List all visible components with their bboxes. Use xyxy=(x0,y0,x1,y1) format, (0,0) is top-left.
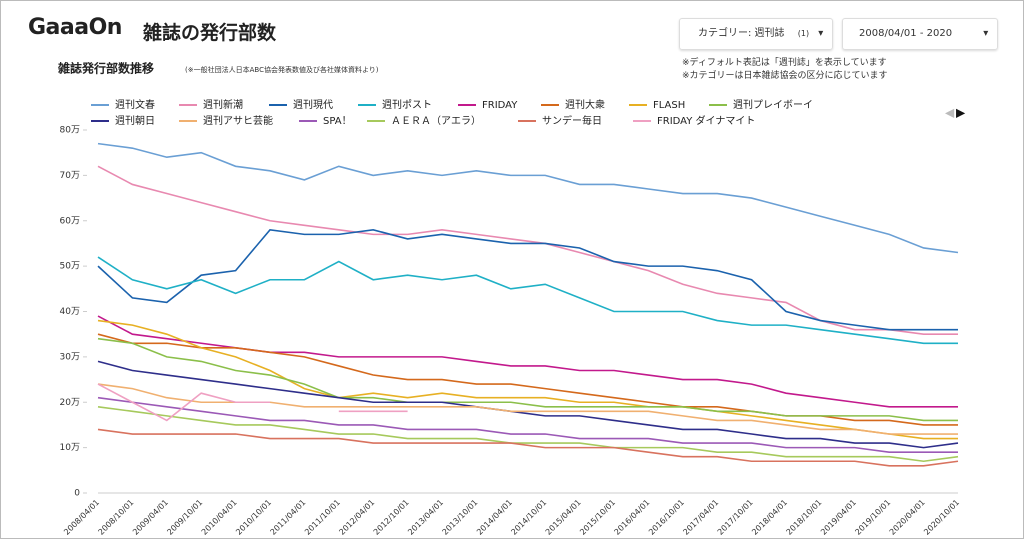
x-tick-label: 2013/10/01 xyxy=(441,498,480,537)
legend-label: 週刊朝日 xyxy=(115,115,155,127)
category-dropdown[interactable]: カテゴリー: 週刊誌 (1) ▾ xyxy=(679,18,833,50)
x-tick-label: 2020/04/01 xyxy=(888,498,927,537)
x-tick-label: 2014/04/01 xyxy=(475,498,514,537)
note: ※カテゴリーは日本雑誌協会の区分に応じています xyxy=(682,71,888,81)
category-label: カテゴリー: 週刊誌 xyxy=(698,28,785,39)
x-tick-label: 2019/04/01 xyxy=(819,498,858,537)
legend-label: サンデー毎日 xyxy=(542,114,602,127)
legend-label: SPA！ xyxy=(323,116,352,127)
date-label: 2008/04/01 - 2020 xyxy=(859,28,953,39)
chart-subtitle: (※一般社団法人日本ABC協会発表数値及び各社媒体資料より) xyxy=(185,65,379,74)
y-tick-label: 10万 xyxy=(60,443,80,453)
logo: GaaaOn xyxy=(28,15,122,40)
note: ※ディフォルト表記は「週刊誌」を表示しています xyxy=(682,58,887,68)
x-tick-label: 2012/10/01 xyxy=(372,498,411,537)
x-tick-label: 2012/04/01 xyxy=(337,498,376,537)
x-tick-label: 2017/10/01 xyxy=(716,498,755,537)
dropdown-arrow: ▾ xyxy=(983,28,989,39)
x-tick-label: 2017/04/01 xyxy=(681,498,720,537)
series-line xyxy=(97,319,958,440)
legend-label: 週刊ポスト xyxy=(382,99,432,111)
date-dropdown[interactable]: 2008/04/01 - 2020 ▾ xyxy=(842,18,998,50)
legend-label: ＡＥＲＡ（アエラ） xyxy=(391,115,481,127)
x-tick-label: 2018/04/01 xyxy=(750,498,789,537)
dropdown-arrow: ▾ xyxy=(818,28,824,39)
x-tick-label: 2016/10/01 xyxy=(647,498,686,537)
x-tick-label: 2009/10/01 xyxy=(165,498,204,537)
x-tick-label: 2011/04/01 xyxy=(269,498,308,537)
series-line xyxy=(97,165,958,335)
series-line xyxy=(97,383,270,422)
x-tick-label: 2015/10/01 xyxy=(578,498,617,537)
legend-label: 週刊新潮 xyxy=(203,98,243,111)
y-tick-label: 40万 xyxy=(60,307,80,317)
y-tick-label: 20万 xyxy=(60,398,80,408)
x-tick-label: 2013/04/01 xyxy=(406,498,445,537)
x-tick-label: 2018/10/01 xyxy=(785,498,824,537)
x-tick-label: 2014/10/01 xyxy=(509,498,548,537)
page-title: 雑誌の発行部数 xyxy=(143,22,277,44)
x-tick-label: 2016/04/01 xyxy=(613,498,652,537)
chart-title: 雑誌発行部数推移 xyxy=(57,61,154,76)
series-line xyxy=(97,396,958,453)
x-tick-label: 2015/04/01 xyxy=(544,498,583,537)
x-tick-label: 2010/04/01 xyxy=(200,498,239,537)
y-tick-label: 70万 xyxy=(60,171,80,181)
legend-label: 週刊アサヒ芸能 xyxy=(203,114,273,127)
series-line xyxy=(97,228,958,331)
series-line xyxy=(97,256,958,345)
x-tick-label: 2008/04/01 xyxy=(62,498,101,537)
y-tick-label: 0 xyxy=(74,489,80,499)
legend-label: 週刊プレイボーイ xyxy=(733,99,813,111)
y-tick-label: 60万 xyxy=(60,216,80,226)
x-tick-label: 2009/04/01 xyxy=(131,498,170,537)
series-line xyxy=(97,360,959,449)
x-tick-label: 2011/10/01 xyxy=(303,498,342,537)
legend-label: 週刊大衆 xyxy=(565,98,605,111)
series-line xyxy=(97,405,959,463)
series-line xyxy=(97,428,959,467)
legend-label: FRIDAY ダイナマイト xyxy=(657,114,755,127)
legend-next[interactable]: ▶ xyxy=(956,106,966,120)
x-tick-label: 2020/10/01 xyxy=(922,498,961,537)
legend-label: FRIDAY xyxy=(482,100,518,111)
y-tick-label: 30万 xyxy=(60,352,80,362)
legend-label: 週刊現代 xyxy=(293,99,333,111)
category-count: (1) xyxy=(797,29,810,38)
x-tick-label: 2010/10/01 xyxy=(234,498,273,537)
y-tick-label: 50万 xyxy=(60,262,80,272)
legend-label: 週刊文春 xyxy=(115,98,155,111)
legend-label: FLASH xyxy=(653,100,685,111)
series-line xyxy=(97,337,958,422)
series-line xyxy=(97,142,959,254)
x-tick-label: 2008/10/01 xyxy=(97,498,136,537)
x-tick-label: 2019/10/01 xyxy=(853,498,892,537)
y-tick-label: 80万 xyxy=(60,126,80,136)
legend-prev[interactable]: ◀ xyxy=(945,106,955,120)
series-line xyxy=(97,315,958,408)
